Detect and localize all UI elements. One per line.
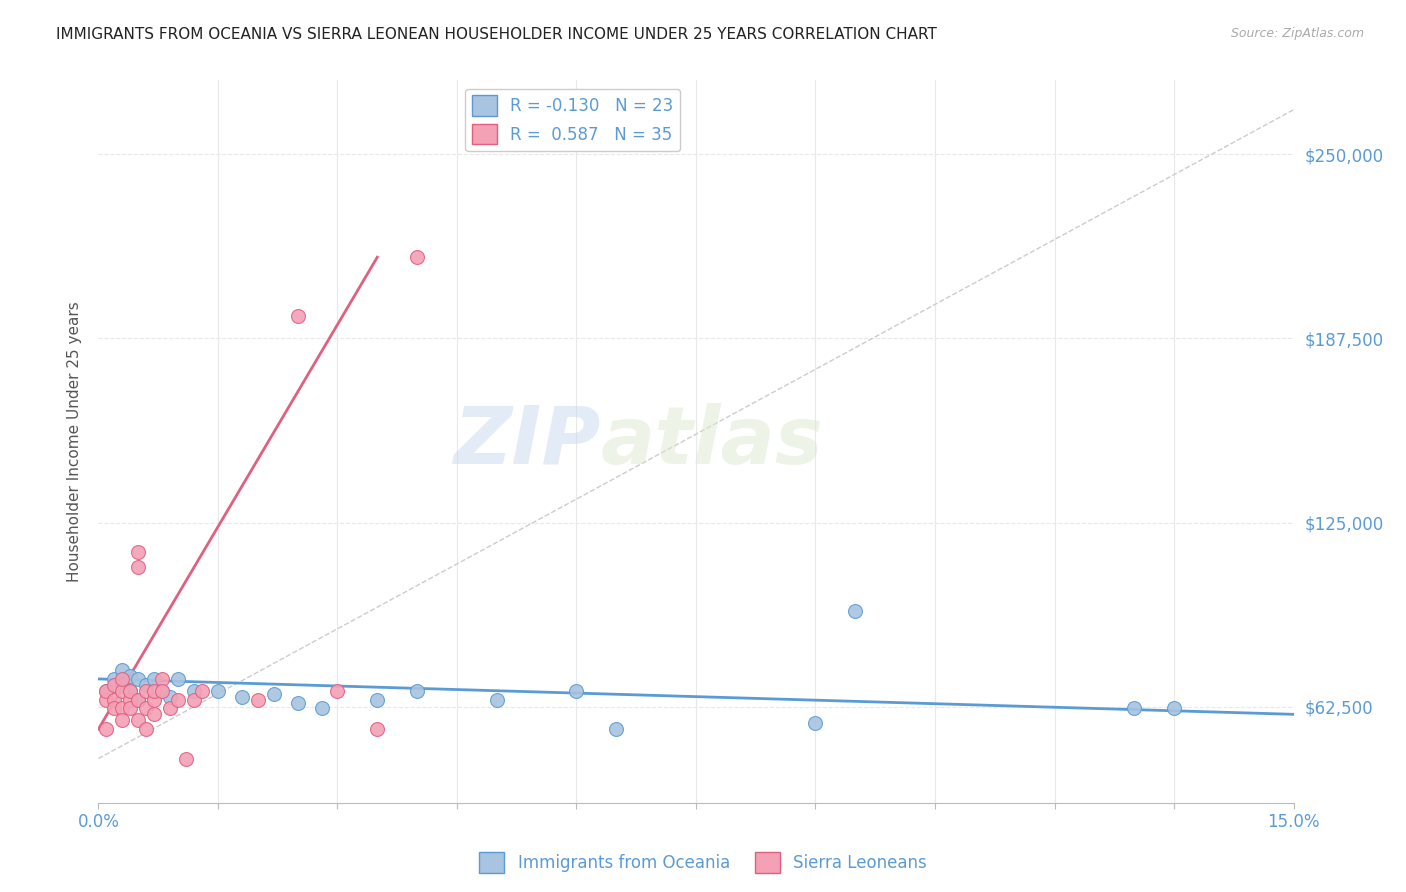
Point bbox=[150, 683, 173, 698]
Point bbox=[1123, 701, 1146, 715]
Point bbox=[120, 683, 142, 698]
Point bbox=[103, 701, 125, 715]
Point bbox=[406, 250, 429, 264]
Point bbox=[103, 678, 125, 692]
Point bbox=[263, 687, 285, 701]
Text: atlas: atlas bbox=[600, 402, 823, 481]
Point bbox=[111, 683, 134, 698]
Point bbox=[159, 690, 181, 704]
Point bbox=[135, 678, 157, 692]
Point bbox=[111, 678, 134, 692]
Point bbox=[804, 716, 827, 731]
Point bbox=[96, 692, 118, 706]
Point bbox=[127, 560, 149, 574]
Point bbox=[143, 692, 166, 706]
Point bbox=[127, 692, 149, 706]
Point bbox=[191, 683, 214, 698]
Point bbox=[311, 701, 333, 715]
Point bbox=[183, 692, 205, 706]
Point bbox=[127, 713, 149, 727]
Point bbox=[143, 672, 166, 686]
Legend: Immigrants from Oceania, Sierra Leoneans: Immigrants from Oceania, Sierra Leoneans bbox=[472, 846, 934, 880]
Point bbox=[135, 722, 157, 736]
Point bbox=[287, 696, 309, 710]
Text: ZIP: ZIP bbox=[453, 402, 600, 481]
Point bbox=[366, 722, 388, 736]
Point bbox=[127, 672, 149, 686]
Point bbox=[167, 692, 190, 706]
Point bbox=[174, 751, 197, 765]
Point bbox=[135, 701, 157, 715]
Point bbox=[150, 672, 173, 686]
Point bbox=[565, 683, 588, 698]
Point bbox=[96, 683, 118, 698]
Legend: R = -0.130   N = 23, R =  0.587   N = 35: R = -0.130 N = 23, R = 0.587 N = 35 bbox=[465, 88, 681, 151]
Point bbox=[111, 672, 134, 686]
Point bbox=[96, 683, 118, 698]
Point bbox=[231, 690, 253, 704]
Text: Source: ZipAtlas.com: Source: ZipAtlas.com bbox=[1230, 27, 1364, 40]
Point bbox=[103, 672, 125, 686]
Point bbox=[120, 701, 142, 715]
Point bbox=[120, 669, 142, 683]
Point bbox=[183, 683, 205, 698]
Point bbox=[103, 692, 125, 706]
Point bbox=[111, 701, 134, 715]
Point bbox=[287, 309, 309, 323]
Point bbox=[366, 692, 388, 706]
Point bbox=[127, 545, 149, 559]
Point bbox=[120, 692, 142, 706]
Point bbox=[246, 692, 269, 706]
Point bbox=[96, 722, 118, 736]
Point bbox=[167, 672, 190, 686]
Y-axis label: Householder Income Under 25 years: Householder Income Under 25 years bbox=[67, 301, 83, 582]
Point bbox=[127, 692, 149, 706]
Point bbox=[605, 722, 627, 736]
Point bbox=[111, 713, 134, 727]
Point bbox=[120, 683, 142, 698]
Point bbox=[1163, 701, 1185, 715]
Point bbox=[135, 683, 157, 698]
Text: IMMIGRANTS FROM OCEANIA VS SIERRA LEONEAN HOUSEHOLDER INCOME UNDER 25 YEARS CORR: IMMIGRANTS FROM OCEANIA VS SIERRA LEONEA… bbox=[56, 27, 938, 42]
Point bbox=[111, 663, 134, 677]
Point bbox=[143, 707, 166, 722]
Point bbox=[485, 692, 508, 706]
Point bbox=[326, 683, 349, 698]
Point bbox=[406, 683, 429, 698]
Point bbox=[844, 604, 866, 618]
Point bbox=[143, 683, 166, 698]
Point bbox=[150, 683, 173, 698]
Point bbox=[159, 701, 181, 715]
Point bbox=[207, 683, 229, 698]
